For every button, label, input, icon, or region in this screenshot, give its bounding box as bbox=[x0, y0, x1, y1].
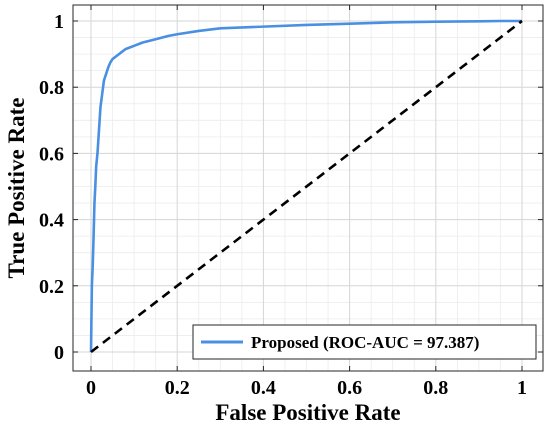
ticks bbox=[73, 5, 543, 371]
x-tick-label: 0.4 bbox=[251, 377, 276, 399]
series-line-0 bbox=[89, 19, 522, 353]
y-tick-label: 1 bbox=[54, 11, 64, 33]
y-tick-label: 0.8 bbox=[39, 77, 64, 99]
y-tick-label: 0.6 bbox=[39, 143, 64, 165]
x-tick-label: 0.8 bbox=[423, 377, 448, 399]
chance-diagonal-line bbox=[90, 19, 523, 354]
y-tick-label: 0.4 bbox=[39, 210, 64, 232]
series-layer bbox=[89, 19, 523, 354]
x-tick-label: 0 bbox=[86, 377, 96, 399]
x-axis-label: False Positive Rate bbox=[215, 400, 400, 425]
plot-frame bbox=[72, 4, 544, 372]
x-tick-label: 0.2 bbox=[165, 377, 190, 399]
tick-labels: 0 0.2 0.4 0.6 0.8 1 0 0.2 0.4 0.6 0.8 1 bbox=[39, 11, 527, 399]
y-tick-label: 0 bbox=[54, 342, 64, 364]
legend-box bbox=[192, 324, 537, 360]
y-tick-label: 0.2 bbox=[39, 276, 64, 298]
x-tick-label: 1 bbox=[517, 377, 527, 399]
y-axis-label: True Positive Rate bbox=[4, 98, 29, 279]
legend: Proposed (ROC-AUC = 97.387) bbox=[192, 324, 537, 360]
x-tick-label: 0.6 bbox=[337, 377, 362, 399]
legend-label: Proposed (ROC-AUC = 97.387) bbox=[251, 333, 479, 352]
